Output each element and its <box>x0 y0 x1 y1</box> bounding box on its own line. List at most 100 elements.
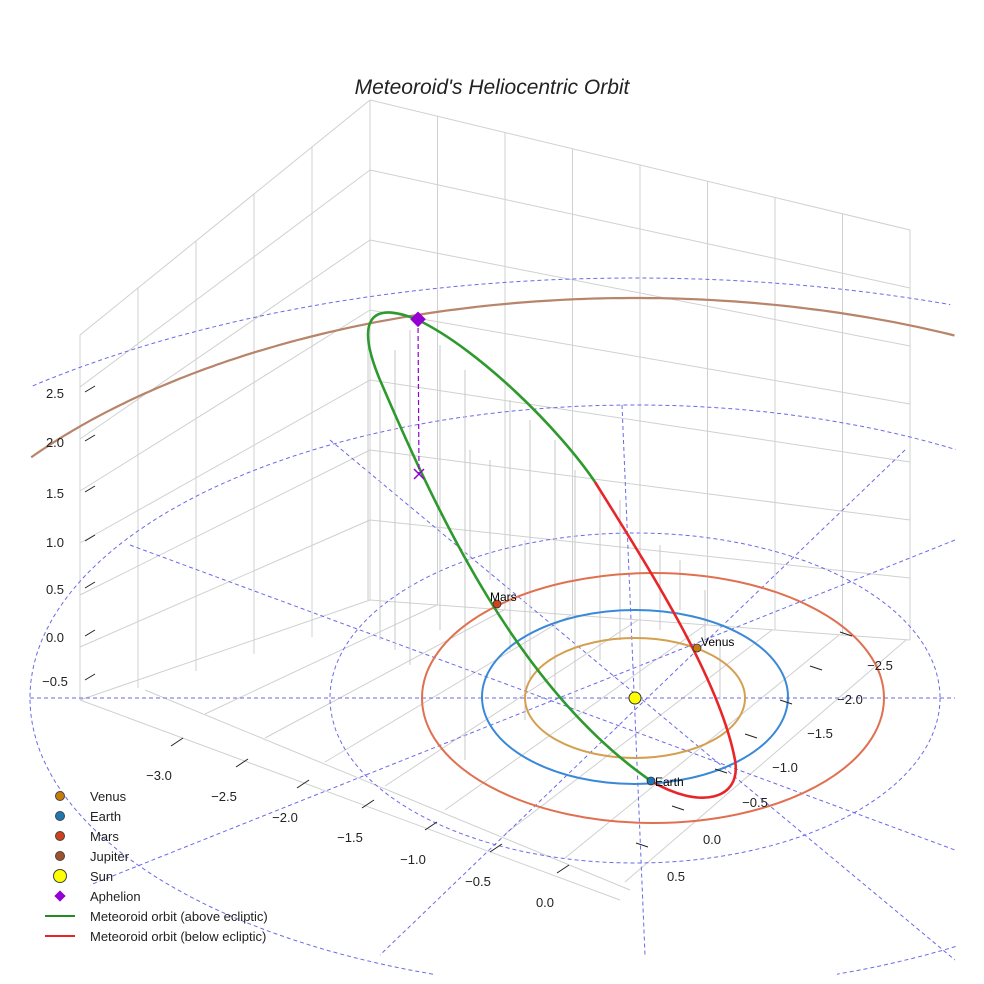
grid-line <box>624 639 907 883</box>
legend-label: Meteoroid orbit (below ecliptic) <box>90 928 267 944</box>
legend-item: Jupiter <box>40 846 268 866</box>
grid-line <box>369 169 911 289</box>
legend-item: Meteoroid orbit (below ecliptic) <box>40 926 268 946</box>
venus-orbit <box>524 637 746 759</box>
chart-title: Meteoroid's Heliocentric Orbit <box>354 76 630 99</box>
x-tick-mark <box>489 843 503 853</box>
y-tick-label: −2.0 <box>837 692 863 707</box>
y-tick-mark <box>779 699 793 705</box>
z-tick-label: 1.5 <box>46 486 64 501</box>
mars-label: Mars <box>490 590 517 604</box>
ecliptic-ring <box>32 277 951 387</box>
sun-marker <box>628 691 642 705</box>
x-tick-label: −1.5 <box>337 830 363 845</box>
legend-item: Aphelion <box>40 886 268 906</box>
y-tick-label: 0.0 <box>703 832 721 847</box>
x-tick-label: −2.5 <box>211 789 237 804</box>
line-icon <box>40 915 80 917</box>
grid-line <box>369 239 911 347</box>
legend-item: Meteoroid orbit (above ecliptic) <box>40 906 268 926</box>
aphelion-marker <box>410 311 426 328</box>
grid-line <box>79 449 371 596</box>
z-tick-mark <box>84 629 96 637</box>
dot-icon <box>40 791 80 801</box>
grid-line <box>79 309 371 492</box>
meteoroid-orbit-above <box>366 311 652 783</box>
grid-line <box>369 379 911 463</box>
z-tick-label: 1.0 <box>46 535 64 550</box>
x-tick-label: −3.0 <box>146 768 172 783</box>
ecliptic-ring <box>29 404 956 975</box>
x-tick-mark <box>556 864 570 874</box>
grid-line <box>79 239 371 440</box>
legend: Venus Earth Mars Jupiter Sun Aphelion Meteoroi… <box>40 786 268 946</box>
grid-line <box>504 629 773 835</box>
grid-line <box>79 699 621 901</box>
legend-item: Mars <box>40 826 268 846</box>
legend-label: Earth <box>90 808 122 824</box>
x-tick-mark <box>235 758 249 768</box>
x-tick-label: −1.0 <box>400 852 426 867</box>
y-tick-mark <box>671 805 685 811</box>
aphelion-projection-icon <box>413 468 425 480</box>
dot-icon <box>40 811 80 821</box>
z-tick-mark <box>84 485 96 493</box>
z-tick-label: 0.5 <box>46 582 64 597</box>
legend-label: Meteoroid orbit (above ecliptic) <box>90 908 268 924</box>
legend-item: Earth <box>40 806 268 826</box>
legend-label: Mars <box>90 828 119 844</box>
ecliptic-grid <box>29 277 956 975</box>
legend-label: Sun <box>90 868 114 884</box>
legend-item: Venus <box>40 786 268 806</box>
z-tick-label: 0.0 <box>46 630 64 645</box>
venus-label: Venus <box>701 635 734 649</box>
x-tick-mark <box>170 737 184 747</box>
x-tick-mark <box>424 821 438 831</box>
x-tick-label: 0.0 <box>536 895 554 910</box>
grid-line <box>79 379 371 544</box>
z-tick-mark <box>84 581 96 589</box>
z-tick-label: −0.5 <box>42 674 68 689</box>
grid-line <box>369 449 911 521</box>
grid-panes <box>79 99 911 901</box>
z-tick-mark <box>84 385 96 393</box>
grid-line <box>79 519 371 648</box>
mars-marker <box>492 599 502 609</box>
grid-line <box>79 99 371 336</box>
y-tick-label: −0.5 <box>742 795 768 810</box>
z-tick-label: 2.5 <box>46 386 64 401</box>
aphelion-drop-line <box>417 319 420 475</box>
earth-orbit <box>481 609 789 785</box>
line-icon <box>40 935 80 937</box>
x-tick-label: −2.0 <box>272 810 298 825</box>
meteoroid-orbit-below <box>593 481 738 799</box>
y-tick-mark <box>635 842 649 848</box>
grid-line <box>264 609 505 739</box>
y-tick-label: −2.5 <box>867 658 893 673</box>
y-tick-mark <box>714 768 728 774</box>
earth-label: Earth <box>655 775 684 789</box>
venus-marker <box>692 643 702 653</box>
legend-label: Jupiter <box>90 848 130 864</box>
y-tick-mark <box>744 733 758 739</box>
z-tick-label: 2.0 <box>46 435 64 450</box>
diamond-icon <box>40 890 80 902</box>
grid-line <box>204 604 438 715</box>
legend-label: Venus <box>90 788 127 804</box>
x-tick-mark <box>361 799 375 809</box>
grid-line <box>444 624 706 811</box>
mars-orbit <box>421 572 885 824</box>
y-tick-label: −1.5 <box>807 726 833 741</box>
z-tick-mark <box>84 534 96 542</box>
grid-line <box>79 599 371 701</box>
jupiter-orbit <box>30 296 955 459</box>
grid-line <box>384 619 639 787</box>
z-tick-mark <box>84 434 96 442</box>
z-tick-mark <box>84 673 96 681</box>
earth-marker <box>646 776 656 786</box>
grid-line <box>79 169 371 388</box>
y-tick-label: 0.5 <box>667 869 685 884</box>
dot-icon <box>40 869 80 883</box>
